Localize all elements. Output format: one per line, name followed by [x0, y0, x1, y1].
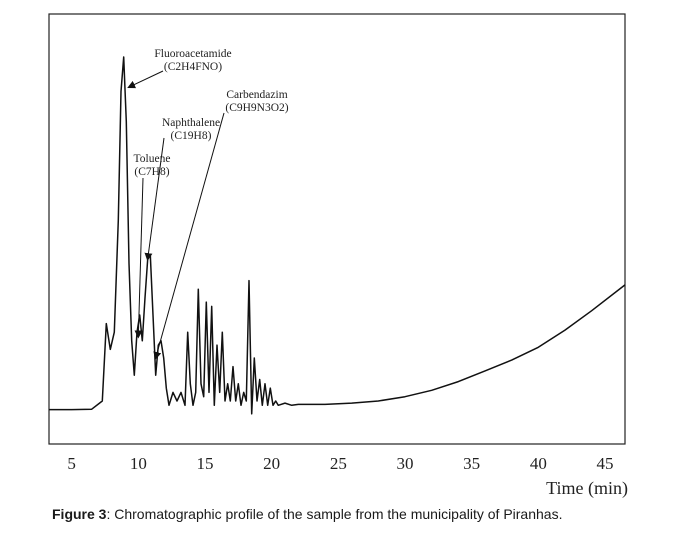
x-tick-label: 5 — [67, 454, 76, 473]
caption-text: : Chromatographic profile of the sample … — [106, 506, 563, 522]
peak-annotation-arrow — [144, 137, 165, 262]
x-tick-label: 15 — [197, 454, 214, 473]
peak-annotation-label: Fluoroacetamide (C2H4FNO) — [154, 48, 231, 73]
peak-annotation-arrow — [127, 70, 164, 89]
x-tick-label: 30 — [397, 454, 414, 473]
peak-annotations: Fluoroacetamide (C2H4FNO) Carbendazim (C9H9… — [127, 48, 289, 360]
x-tick-labels: 5 10 15 20 25 30 35 40 45 — [67, 454, 613, 473]
peak-annotation-arrow — [134, 177, 144, 339]
peak-annotation-label: Toluene (C7H8) — [134, 153, 171, 178]
chromatogram-trace — [49, 56, 626, 415]
x-tick-label: 20 — [263, 454, 280, 473]
peak-annotation-arrow — [153, 112, 225, 360]
caption-label: Figure 3 — [52, 506, 107, 522]
x-tick-label: 35 — [463, 454, 480, 473]
x-tick-label: 45 — [597, 454, 614, 473]
figure-caption: Figure 3: Chromatographic profile of the… — [52, 506, 662, 522]
chromatogram-chart: 5 10 15 20 25 30 35 40 45 Time (min) Fluoroaceta… — [48, 13, 628, 499]
peak-annotation-label: Carbendazim (C9H9N3O2) — [225, 89, 288, 114]
plot-frame — [48, 13, 626, 445]
x-tick-label: 25 — [330, 454, 347, 473]
x-axis-title: Time (min) — [546, 478, 628, 499]
x-tick-label: 10 — [130, 454, 147, 473]
peak-annotation-label: Naphthalene (C19H8) — [162, 117, 220, 142]
x-tick-label: 40 — [530, 454, 547, 473]
